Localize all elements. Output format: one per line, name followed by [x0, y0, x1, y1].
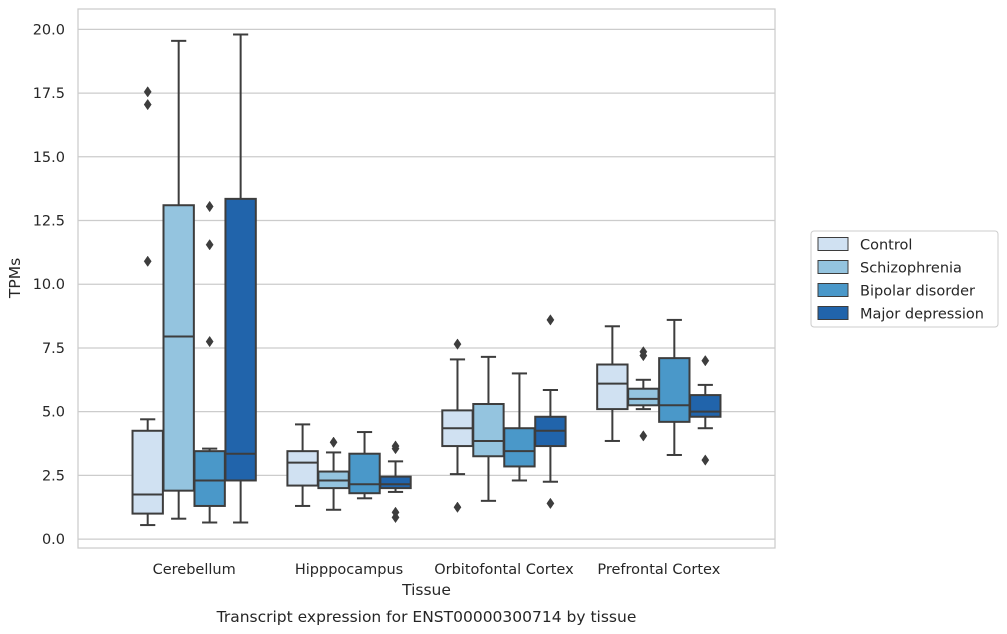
box-group — [131, 86, 164, 527]
y-tick-label: 17.5 — [33, 86, 65, 102]
outlier-point — [639, 430, 648, 442]
y-tick-label: 2.5 — [42, 468, 65, 484]
box — [658, 357, 691, 423]
legend-label: Control — [860, 238, 912, 254]
box — [224, 197, 257, 482]
box — [286, 450, 319, 487]
box — [472, 403, 505, 458]
legend-swatch — [817, 237, 849, 251]
outlier-point — [453, 501, 462, 513]
legend-swatch — [817, 306, 849, 320]
outlier-point — [453, 338, 462, 350]
figure-caption: Transcript expression for ENST0000030071… — [216, 608, 637, 626]
box — [193, 450, 226, 507]
outlier-point — [701, 454, 710, 466]
box — [379, 475, 412, 490]
box-group — [224, 33, 257, 524]
box — [596, 363, 629, 411]
box-group — [193, 200, 226, 524]
x-tick-label: Orbitofontal Cortex — [434, 562, 574, 578]
legend: Control Schizophrenia Bipolar disorder Majo… — [810, 230, 999, 328]
x-tick-labels: Cerebellum Hipppocampus Orbitofontal Corte… — [153, 562, 721, 578]
x-tick-label: Cerebellum — [153, 562, 236, 578]
outlier-point — [639, 349, 648, 362]
box-group — [596, 325, 629, 442]
y-axis-title: TPMs — [6, 258, 24, 299]
box — [348, 452, 381, 495]
box-group — [627, 346, 660, 442]
legend-label: Schizophrenia — [860, 261, 962, 277]
outlier-point — [391, 511, 400, 524]
outlier-point — [701, 355, 710, 367]
box — [131, 429, 164, 515]
plot-frame — [77, 8, 776, 549]
box-group — [534, 314, 567, 510]
y-tick-label: 5.0 — [42, 405, 65, 421]
outlier-point — [143, 86, 152, 98]
y-tick-labels: 0.0 2.5 5.0 7.5 10.0 12.5 15.0 17.5 20.0 — [33, 22, 65, 548]
x-axis-title: Tissue — [401, 581, 451, 599]
box-groups — [131, 33, 722, 527]
outlier-point — [205, 200, 214, 213]
outlier-point — [143, 255, 152, 267]
legend-label: Major depression — [860, 307, 984, 323]
y-tick-label: 7.5 — [42, 341, 65, 357]
box — [627, 387, 660, 407]
outlier-point — [205, 239, 214, 251]
legend-label: Bipolar disorder — [860, 284, 975, 300]
outlier-point — [205, 335, 214, 348]
outlier-point — [329, 436, 338, 448]
box-group — [286, 423, 319, 507]
box-group — [317, 436, 350, 511]
box-group — [472, 355, 505, 502]
y-tick-label: 12.5 — [33, 214, 65, 230]
outlier-point — [546, 497, 555, 510]
outlier-point — [391, 442, 400, 455]
y-tick-label: 15.0 — [33, 150, 65, 166]
legend-frame — [810, 230, 999, 328]
box — [503, 427, 536, 468]
box-group — [658, 318, 691, 456]
legend-swatch — [817, 283, 849, 297]
box-group — [379, 440, 412, 524]
outlier-point — [546, 314, 555, 326]
x-tick-label: Prefrontal Cortex — [597, 562, 720, 578]
box — [689, 394, 722, 418]
outlier-point — [143, 98, 152, 111]
legend-swatch — [817, 260, 849, 274]
y-tick-label: 0.0 — [42, 532, 65, 548]
box-group — [162, 39, 195, 520]
box — [162, 204, 195, 492]
y-tick-label: 10.0 — [33, 277, 65, 293]
box-group — [348, 431, 381, 500]
box-group — [441, 338, 474, 513]
y-tick-label: 20.0 — [33, 22, 65, 38]
box-group — [689, 355, 722, 466]
box-group — [503, 372, 536, 482]
x-tick-label: Hipppocampus — [295, 562, 403, 578]
